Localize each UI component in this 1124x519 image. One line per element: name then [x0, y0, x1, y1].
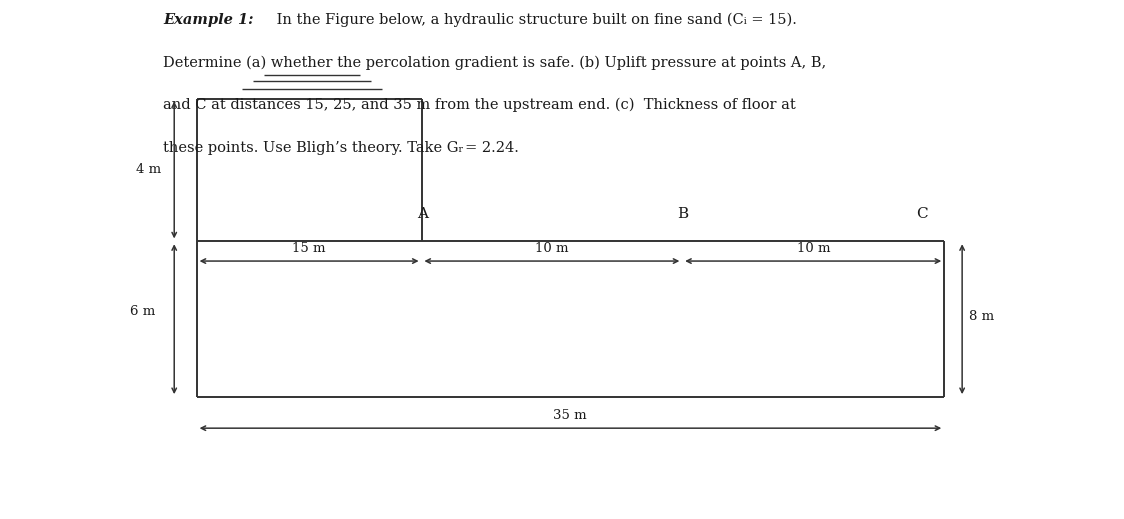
Text: 8 m: 8 m — [969, 310, 994, 323]
Text: 10 m: 10 m — [535, 242, 569, 255]
Text: 10 m: 10 m — [797, 242, 831, 255]
Text: these points. Use Bligh’s theory. Take Gᵣ = 2.24.: these points. Use Bligh’s theory. Take G… — [163, 141, 519, 155]
Text: 6 m: 6 m — [130, 305, 155, 318]
Text: C: C — [916, 207, 927, 221]
Text: 35 m: 35 m — [553, 409, 587, 422]
Text: In the Figure below, a hydraulic structure built on fine sand (Cᵢ = 15).: In the Figure below, a hydraulic structu… — [272, 13, 797, 28]
Text: Determine (a) whether the percolation gradient is safe. (b) Uplift pressure at p: Determine (a) whether the percolation gr… — [163, 56, 826, 70]
Text: A: A — [417, 207, 428, 221]
Text: B: B — [677, 207, 688, 221]
Text: Example 1:: Example 1: — [163, 13, 254, 27]
Text: 15 m: 15 m — [292, 242, 326, 255]
Text: and C at distances 15, 25, and 35 m from the upstream end. (c)  Thickness of flo: and C at distances 15, 25, and 35 m from… — [163, 98, 796, 113]
Text: 4 m: 4 m — [136, 163, 161, 176]
